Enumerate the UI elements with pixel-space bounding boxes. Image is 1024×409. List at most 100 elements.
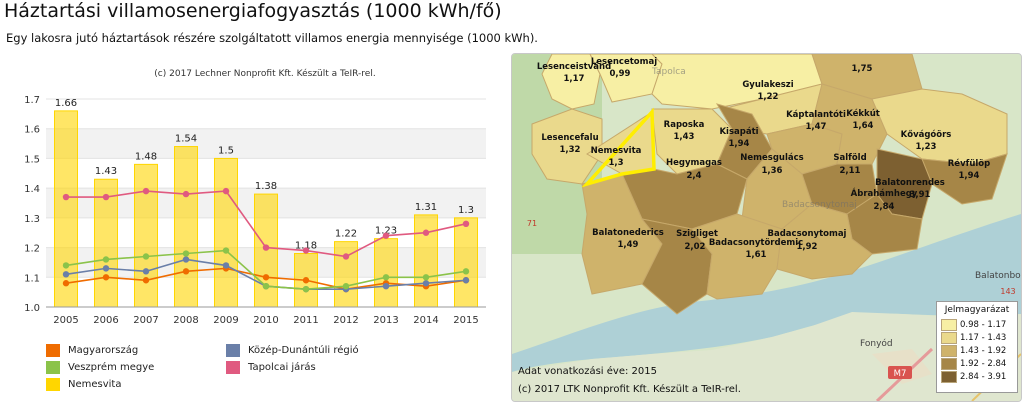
label-kisapati: Kisapáti: [719, 127, 758, 137]
y-tick-label: 1.3: [24, 214, 40, 225]
y-tick-label: 1.0: [24, 303, 40, 314]
point-veszprem-megye: [262, 283, 270, 290]
bar-value-label: 1.48: [135, 151, 157, 162]
map-legend-row: 1.17 - 1.43: [941, 331, 1017, 344]
point-magyarorszag: [142, 277, 150, 284]
x-tick-label: 2007: [133, 315, 158, 326]
nemesvita-highlight[interactable]: [581, 107, 656, 188]
bar-value-label: 1.66: [55, 98, 77, 109]
area-badacsonytordemic[interactable]: [691, 213, 783, 300]
label-kekkut: Kékkút: [846, 108, 880, 119]
legend-swatch: [226, 361, 240, 374]
map-credit: (c) 2017 LTK Nonprofit Kft. Készült a Te…: [518, 384, 741, 395]
map-legend-swatch: [941, 370, 957, 383]
point-tapolcai-jaras: [382, 232, 390, 239]
map-legend-row: 1.43 - 1.92: [941, 344, 1017, 357]
value-revfulop: 1,94: [959, 171, 980, 181]
legend-swatch: [46, 344, 60, 357]
label-salfold: Salföld: [833, 153, 866, 163]
map-legend-swatch: [941, 331, 957, 344]
bar-value-label: 1.23: [375, 226, 397, 237]
chart-subtitle: (c) 2017 Lechner Nonprofit Kft. Készült …: [154, 68, 375, 79]
y-tick-label: 1.1: [24, 273, 40, 284]
value-balatonederics: 1,49: [618, 240, 639, 250]
point-kozep-dunantuli-regio: [182, 256, 190, 263]
legend-item-veszprem[interactable]: Veszprém megye: [46, 361, 154, 374]
x-tick-label: 2010: [253, 315, 278, 326]
point-tapolcai-jaras: [182, 190, 190, 198]
map-legend-row: 1.92 - 2.84: [941, 357, 1017, 370]
value-kovagoors: 1,23: [916, 142, 937, 152]
legend-swatch: [46, 378, 60, 391]
point-veszprem-megye: [142, 253, 150, 260]
road-143-label: 143: [1000, 287, 1015, 296]
legend-item-magyarorszag[interactable]: Magyarország: [46, 344, 138, 357]
legend-label: Magyarország: [68, 345, 139, 356]
legend-item-tapolcai[interactable]: Tapolcai járás: [226, 361, 316, 374]
value-lesencefalu: 1,32: [560, 145, 581, 155]
map-panel[interactable]: Lesenceistvánd 1,17 Lesencetomaj 0,99 1,…: [511, 53, 1022, 402]
label-balatonrendes: Balatonrendes: [875, 178, 945, 188]
bar-value-label: 1.38: [255, 181, 277, 192]
label-nemesvita: Nemesvita: [591, 146, 642, 156]
label-abrahamhegy: Ábrahámhegy: [851, 187, 918, 199]
point-veszprem-megye: [422, 274, 430, 281]
x-tick-label: 2008: [173, 315, 198, 326]
x-tick-label: 2012: [333, 315, 358, 326]
area-lesencefalu[interactable]: [531, 108, 603, 185]
legend-item-nemesvita[interactable]: Nemesvita: [46, 378, 121, 391]
bar-nemesvita: [454, 217, 478, 308]
label-kaptalantoti: Káptalantóti: [786, 109, 846, 120]
y-tick-label: 1.5: [24, 154, 40, 165]
point-veszprem-megye: [182, 250, 190, 257]
map-legend: Jelmagyarázat 0.98 - 1.17 1.17 - 1.43 1.…: [936, 301, 1018, 393]
point-magyarorszag: [302, 277, 310, 284]
point-tapolcai-jaras: [102, 193, 110, 201]
value-raposka: 1,43: [674, 132, 695, 142]
value-kaptalantoti: 1,47: [806, 122, 827, 132]
bar-nemesvita: [414, 214, 438, 308]
map-legend-swatch: [941, 344, 957, 357]
label-lesencetomaj: Lesencetomaj: [591, 57, 657, 67]
value-lesencetomaj: 0,99: [610, 69, 631, 79]
map-legend-swatch: [941, 318, 957, 331]
road-71-label: 71: [527, 219, 537, 228]
legend-label: Tapolcai járás: [248, 362, 316, 373]
point-kozep-dunantuli-regio: [102, 265, 110, 272]
legend-swatch: [226, 344, 240, 357]
point-veszprem-megye: [302, 285, 310, 293]
y-tick-label: 1.7: [24, 95, 40, 106]
chart-svg: (c) 2017 Lechner Nonprofit Kft. Készült …: [24, 68, 486, 326]
bar-value-label: 1.43: [95, 166, 117, 177]
legend-label: Veszprém megye: [68, 362, 155, 373]
x-tick-label: 2009: [213, 315, 238, 326]
bar-value-label: 1.18: [295, 241, 317, 252]
point-magyarorszag: [182, 268, 190, 275]
map-labels: Lesenceistvánd 1,17 Lesencetomaj 0,99 1,…: [537, 57, 990, 260]
point-tapolcai-jaras: [62, 193, 70, 201]
area-badacsonytomaj[interactable]: [776, 203, 873, 280]
map-legend-title: Jelmagyarázat: [944, 305, 1010, 315]
map-legend-row: 0.98 - 1.17: [941, 318, 1017, 331]
y-tick-label: 1.6: [24, 125, 40, 136]
legend-item-kozep-dunantuli[interactable]: Közép-Dunántúli régió: [226, 344, 359, 357]
map-legend-swatch: [941, 357, 957, 370]
bar-nemesvita: [374, 238, 398, 308]
legend-label: Nemesvita: [68, 379, 122, 390]
map-year-note: Adat vonatkozási éve: 2015: [518, 366, 657, 377]
value-gyulakeszi: 1,22: [758, 92, 779, 102]
label-raposka: Raposka: [664, 120, 705, 130]
point-kozep-dunantuli-regio: [422, 280, 430, 287]
bar-nemesvita: [54, 110, 78, 308]
bar-value-label: 1.54: [175, 134, 197, 145]
map-legend-range: 0.98 - 1.17: [960, 319, 1007, 330]
value-top-right: 1,75: [852, 64, 873, 74]
bar-value-label: 1.31: [415, 202, 437, 213]
bar-value-label: 1.5: [218, 145, 234, 156]
value-badacsonytordemic: 1,61: [746, 250, 767, 260]
label-nemesgulacs: Nemesgulács: [740, 153, 803, 163]
legend-swatch: [46, 361, 60, 374]
x-tick-label: 2014: [413, 315, 438, 326]
label-gyulakeszi: Gyulakeszi: [742, 80, 793, 90]
map-svg[interactable]: Lesenceistvánd 1,17 Lesencetomaj 0,99 1,…: [512, 54, 1021, 401]
